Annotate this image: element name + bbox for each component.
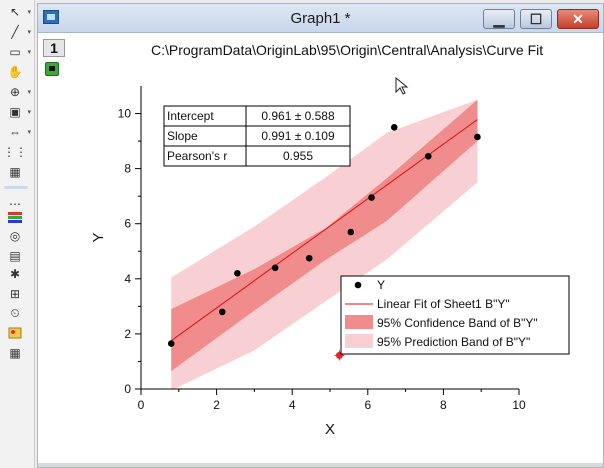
zoom-icon[interactable]: ⊕ ▾	[9, 85, 31, 99]
line-icon[interactable]: ╱ ▾	[11, 25, 31, 39]
toolbar-separator	[4, 186, 28, 189]
y-axis-label: Y	[90, 232, 107, 242]
maximize-icon: ☐	[529, 10, 543, 27]
y-tick-label: 6	[124, 217, 131, 231]
pointer-icon[interactable]: ↖ ▾	[9, 5, 31, 19]
x-tick-label: 6	[364, 398, 371, 412]
confidence-band	[171, 99, 478, 372]
stats-label: Intercept	[167, 109, 214, 123]
stats-value: 0.961 ± 0.588	[261, 109, 335, 123]
x-tick-label: 0	[138, 398, 145, 412]
legend-marker-points	[354, 281, 362, 289]
masked-point-cross	[334, 350, 345, 361]
close-button[interactable]: ✕	[557, 9, 599, 29]
data-point	[167, 340, 175, 347]
data-point	[271, 264, 279, 272]
minimize-icon: ▁	[493, 10, 505, 27]
y-tick-label: 0	[124, 382, 131, 396]
x-tick-label: 8	[440, 398, 447, 412]
graph-window-icon[interactable]	[43, 10, 59, 24]
data-point	[424, 152, 432, 160]
tools-toolbar: ↖ ▾ ╱ ▾ ▭ ▾ ✋ ⊕ ▾ ▣ ▾ ⇔ ▾ ⋮⋮ ▦ ⋯ ◎ ▤ ✱ ⊞ ⏲ ▦	[0, 0, 35, 468]
hand-icon[interactable]: ✋	[7, 65, 23, 79]
color-scale-icon[interactable]	[6, 210, 24, 226]
y-tick-label: 10	[118, 107, 132, 121]
close-icon: ✕	[572, 10, 584, 27]
data-point	[347, 228, 355, 236]
title-bar[interactable]: Graph1 * ▁ ☐ ✕	[38, 4, 603, 33]
mouse-cursor-icon	[395, 77, 409, 95]
stats-table-border	[163, 105, 351, 167]
legend-box	[340, 275, 570, 355]
x-tick-label: 2	[213, 398, 220, 412]
stats-label: Pearson's r	[167, 149, 227, 163]
horizontal-scrollbar[interactable]	[38, 463, 603, 467]
region-icon[interactable]: ◎	[9, 229, 21, 243]
date-time-icon[interactable]: ⏲	[10, 305, 20, 320]
y-tick-label: 2	[124, 327, 131, 341]
x-tick-label: 4	[289, 398, 296, 412]
legend-entry: 95% Prediction Band of B"Y"	[377, 335, 530, 349]
graph-window: Graph1 * ▁ ☐ ✕ 1 C:\ProgramData\OriginLa…	[37, 3, 604, 468]
mask-icon[interactable]: ⋮⋮	[3, 145, 27, 159]
stats-label: Slope	[167, 129, 198, 143]
x-tick-label: 10	[512, 398, 526, 412]
layer-indicator[interactable]: 1	[43, 39, 65, 57]
legend-marker-prediction	[345, 334, 373, 348]
stats-value: 0.991 ± 0.109	[261, 129, 335, 143]
data-point	[218, 308, 226, 316]
data-selector-icon[interactable]: ⇔ ▾	[9, 125, 31, 139]
data-point	[390, 124, 398, 131]
y-tick-label: 8	[124, 162, 131, 176]
legend-entry: Linear Fit of Sheet1 B"Y"	[377, 297, 510, 311]
stats-value: 0.955	[283, 149, 313, 163]
rectangle-icon[interactable]: ▭ ▾	[9, 45, 31, 59]
insert-graph-icon[interactable]: ✱	[9, 267, 21, 281]
y-tick-label: 4	[124, 272, 131, 286]
curve-fit-plot[interactable]: 0 2 4 6 8 10 0 2 4 6 8 10 X Y Intercept 0.961 ± 0.588 Sl…	[38, 32, 603, 468]
minimize-button[interactable]: ▁	[483, 9, 515, 29]
file-path-label: C:\ProgramData\OriginLab\95\Origin\Centr…	[151, 42, 544, 58]
legend-marker-confidence	[345, 315, 373, 329]
legend: Y Linear Fit of Sheet1 B"Y" 95% Confidence…	[340, 275, 570, 355]
data-point	[368, 194, 375, 201]
insert-image-icon[interactable]	[6, 325, 24, 341]
cursor-icon[interactable]: ▤	[9, 249, 21, 263]
screen-reader-icon[interactable]: ▣ ▾	[9, 105, 31, 119]
fit-stats-table: Intercept 0.961 ± 0.588 Slope 0.991 ± 0.109…	[163, 105, 351, 167]
text-icon[interactable]: ⋯	[9, 197, 21, 211]
lock-icon[interactable]	[45, 62, 59, 76]
data-point	[305, 254, 313, 262]
data-point	[474, 133, 481, 141]
window-title: Graph1 *	[290, 10, 351, 27]
layer-icon[interactable]: ⊞	[9, 287, 21, 301]
legend-entry: Y	[377, 278, 385, 292]
table-icon[interactable]: ▦	[9, 346, 21, 360]
legend-entry: 95% Confidence Band of B"Y"	[377, 316, 538, 330]
x-axis-label: X	[325, 421, 335, 438]
maximize-button[interactable]: ☐	[520, 9, 552, 29]
mask-tool-icon[interactable]: ▦	[9, 165, 21, 179]
data-point	[234, 270, 241, 277]
